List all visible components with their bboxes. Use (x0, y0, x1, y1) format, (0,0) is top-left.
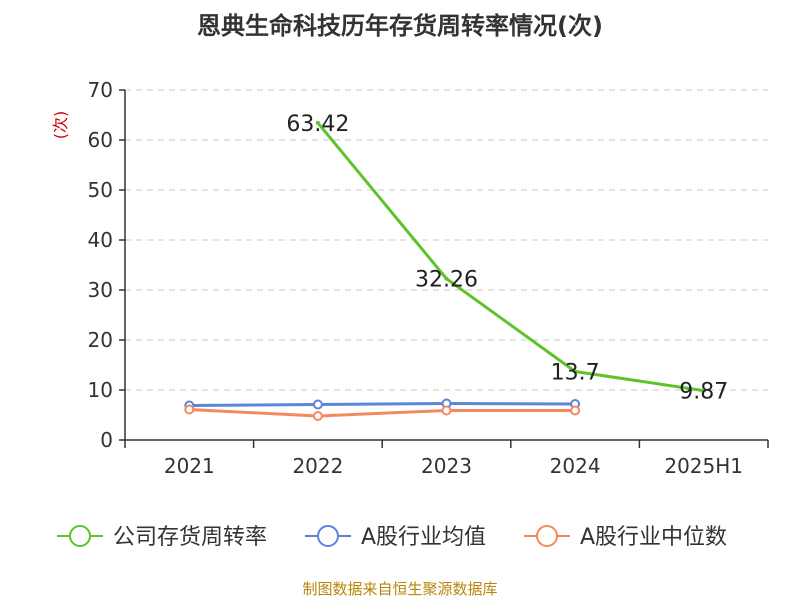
legend-marker (317, 525, 339, 547)
y-tick-label: 60 (88, 128, 113, 152)
legend-marker (69, 525, 91, 547)
legend-label: 公司存货周转率 (113, 525, 267, 550)
y-tick-label: 70 (88, 78, 113, 102)
y-tick-label: 20 (88, 328, 113, 352)
axes (119, 89, 769, 448)
data-point (570, 405, 581, 416)
chart-title: 恩典生命科技历年存货周转率情况(次) (197, 12, 603, 40)
data-point (441, 405, 452, 416)
series-line-1 (189, 402, 576, 407)
legend-label: A股行业中位数 (580, 525, 727, 550)
series-line-0 (316, 121, 704, 393)
data-point (573, 369, 578, 374)
data-point (312, 399, 323, 410)
data-point (315, 120, 320, 125)
data-point (444, 276, 449, 281)
y-tick-label: 10 (88, 378, 113, 402)
data-point (701, 388, 706, 393)
y-tick-label: 50 (88, 178, 113, 202)
data-source-note: 制图数据来自恒生聚源数据库 (302, 580, 498, 598)
data-label: 9.87 (679, 380, 728, 405)
legend-marker (536, 525, 558, 547)
x-tick-label: 2022 (292, 454, 343, 478)
x-tick-label: 2023 (421, 454, 472, 478)
data-labels: 63.42 32.26 13.7 9.87 (286, 112, 728, 405)
legend-label: A股行业均值 (361, 525, 486, 550)
tick-labels: 0 10 20 30 40 50 60 70 (次) 2021 2022 2023 2024 2025H1 (51, 78, 743, 478)
data-point (312, 411, 323, 421)
series-lines (184, 120, 706, 421)
y-tick-label: 40 (88, 228, 113, 252)
data-label: 63.42 (286, 112, 349, 137)
x-tick-label: 2025H1 (664, 454, 743, 478)
x-tick-label: 2024 (550, 454, 601, 478)
y-tick-label: 30 (88, 278, 113, 302)
legend: 公司存货周转率 A股行业均值 A股行业中位数 (57, 525, 727, 550)
data-label: 32.26 (415, 268, 478, 293)
y-tick-label: 0 (100, 428, 113, 452)
data-label: 13.7 (551, 361, 600, 386)
series-line-2 (189, 408, 576, 418)
y-axis-label: (次) (51, 111, 70, 140)
x-tick-label: 2021 (164, 454, 215, 478)
gridlines (125, 89, 768, 391)
data-point (184, 404, 195, 415)
